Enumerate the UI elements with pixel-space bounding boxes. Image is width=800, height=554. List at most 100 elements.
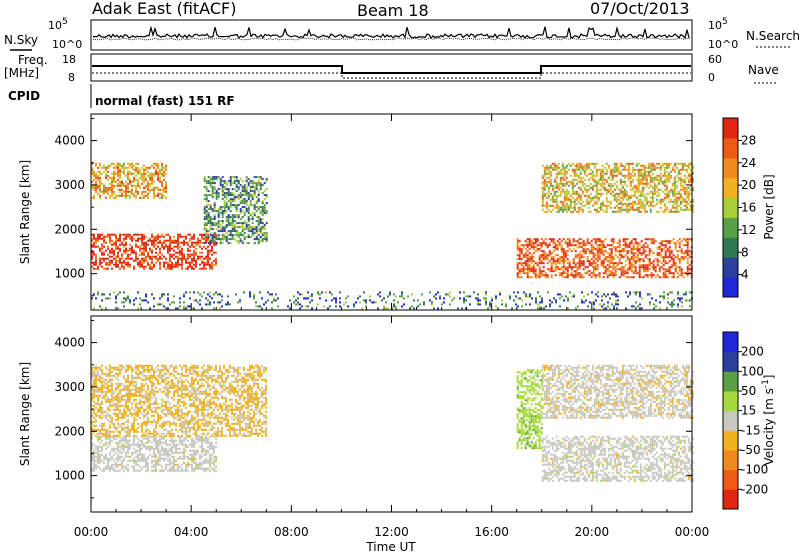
heatmap-cell <box>133 164 135 167</box>
heatmap-cell <box>199 239 201 242</box>
heatmap-cell <box>650 272 653 275</box>
heatmap-cell <box>101 447 103 450</box>
heatmap-cell <box>599 170 602 173</box>
heatmap-cell <box>612 246 615 249</box>
heatmap-cell <box>667 293 669 296</box>
heatmap-cell <box>565 188 568 191</box>
heatmap-cell <box>251 184 254 187</box>
heatmap-cell <box>644 246 647 249</box>
heatmap-cell <box>139 443 141 446</box>
heatmap-cell <box>113 233 115 236</box>
heatmap-cell <box>121 257 123 260</box>
heatmap-cell <box>653 186 656 189</box>
heatmap-cell <box>659 164 662 167</box>
heatmap-cell <box>183 255 185 258</box>
heatmap-cell <box>611 190 614 193</box>
heatmap-cell <box>125 467 127 470</box>
heatmap-cell <box>596 252 599 255</box>
heatmap-cell <box>661 182 664 185</box>
heatmap-cell <box>223 186 226 189</box>
heatmap-cell <box>119 463 121 466</box>
heatmap-cell <box>648 260 651 263</box>
heatmap-cell <box>556 260 559 263</box>
heatmap-cell <box>639 291 641 294</box>
heatmap-cell <box>668 266 671 269</box>
heatmap-cell <box>629 172 632 175</box>
heatmap-cell <box>644 238 647 241</box>
heatmap-cell <box>97 410 99 413</box>
heatmap-cell <box>601 305 603 308</box>
heatmap-cell <box>643 168 646 171</box>
heatmap-cell <box>175 449 177 452</box>
heatmap-cell <box>657 166 660 169</box>
heatmap-cell <box>151 265 153 268</box>
heatmap-cell <box>659 176 662 179</box>
heatmap-cell <box>253 204 256 207</box>
heatmap-cell <box>625 202 628 205</box>
heatmap-cell <box>209 459 211 462</box>
heatmap-cell <box>135 194 137 197</box>
heatmap-cell <box>205 241 207 244</box>
heatmap-cell <box>129 162 131 165</box>
heatmap-cell <box>551 166 554 169</box>
heatmap-cell <box>520 250 523 253</box>
heatmap-cell <box>97 437 99 440</box>
heatmap-cell <box>91 257 93 260</box>
heatmap-cell <box>597 180 600 183</box>
heatmap-cell <box>163 457 165 460</box>
heatmap-cell <box>123 459 125 462</box>
heatmap-cell <box>641 182 644 185</box>
heatmap-cell <box>643 208 646 211</box>
heatmap-cell <box>563 168 566 171</box>
heatmap-cell <box>628 246 631 249</box>
heatmap-cell <box>532 242 535 245</box>
heatmap-cell <box>151 239 153 242</box>
heatmap-cell <box>629 180 632 183</box>
heatmap-cell <box>590 246 593 249</box>
heatmap-cell <box>145 447 147 450</box>
heatmap-cell <box>325 291 327 294</box>
heatmap-cell <box>157 166 159 169</box>
heatmap-cell <box>633 172 636 175</box>
heatmap-cell <box>610 238 613 241</box>
heatmap-cell <box>311 293 313 296</box>
heatmap-cell <box>135 443 137 446</box>
heatmap-cell <box>139 451 141 454</box>
heatmap-cell <box>574 240 577 243</box>
heatmap-cell <box>672 238 675 241</box>
heatmap-cell <box>189 249 191 252</box>
heatmap-cell <box>195 467 197 470</box>
heatmap-cell <box>602 246 605 249</box>
heatmap-cell <box>141 176 143 179</box>
heatmap-cell <box>541 186 544 189</box>
heatmap-cell <box>489 305 491 308</box>
heatmap-cell <box>557 208 560 211</box>
heatmap-cell <box>111 465 113 468</box>
heatmap-cell <box>103 251 105 254</box>
heatmap-cell <box>561 176 564 179</box>
heatmap-cell <box>598 272 601 275</box>
heatmap-cell <box>177 259 179 262</box>
heatmap-cell <box>545 210 548 213</box>
heatmap-cell <box>91 441 93 444</box>
heatmap-cell <box>225 216 228 219</box>
heatmap-cell <box>127 186 129 189</box>
heatmap-cell <box>583 164 586 167</box>
heatmap-cell <box>97 428 99 431</box>
heatmap-cell <box>95 184 97 187</box>
heatmap-cell <box>153 439 155 442</box>
heatmap-cell <box>199 293 201 296</box>
heatmap-cell <box>550 270 553 273</box>
heatmap-cell <box>91 445 93 448</box>
heatmap-cell <box>153 180 155 183</box>
heatmap-cell <box>547 172 550 175</box>
heatmap-cell <box>552 258 555 261</box>
heatmap-cell <box>518 262 521 265</box>
heatmap-cell <box>516 248 519 251</box>
heatmap-cell <box>161 184 163 187</box>
heatmap-cell <box>559 206 562 209</box>
heatmap-cell <box>135 461 137 464</box>
heatmap-cell <box>626 272 629 275</box>
heatmap-cell <box>209 251 211 254</box>
heatmap-cell <box>596 264 599 267</box>
